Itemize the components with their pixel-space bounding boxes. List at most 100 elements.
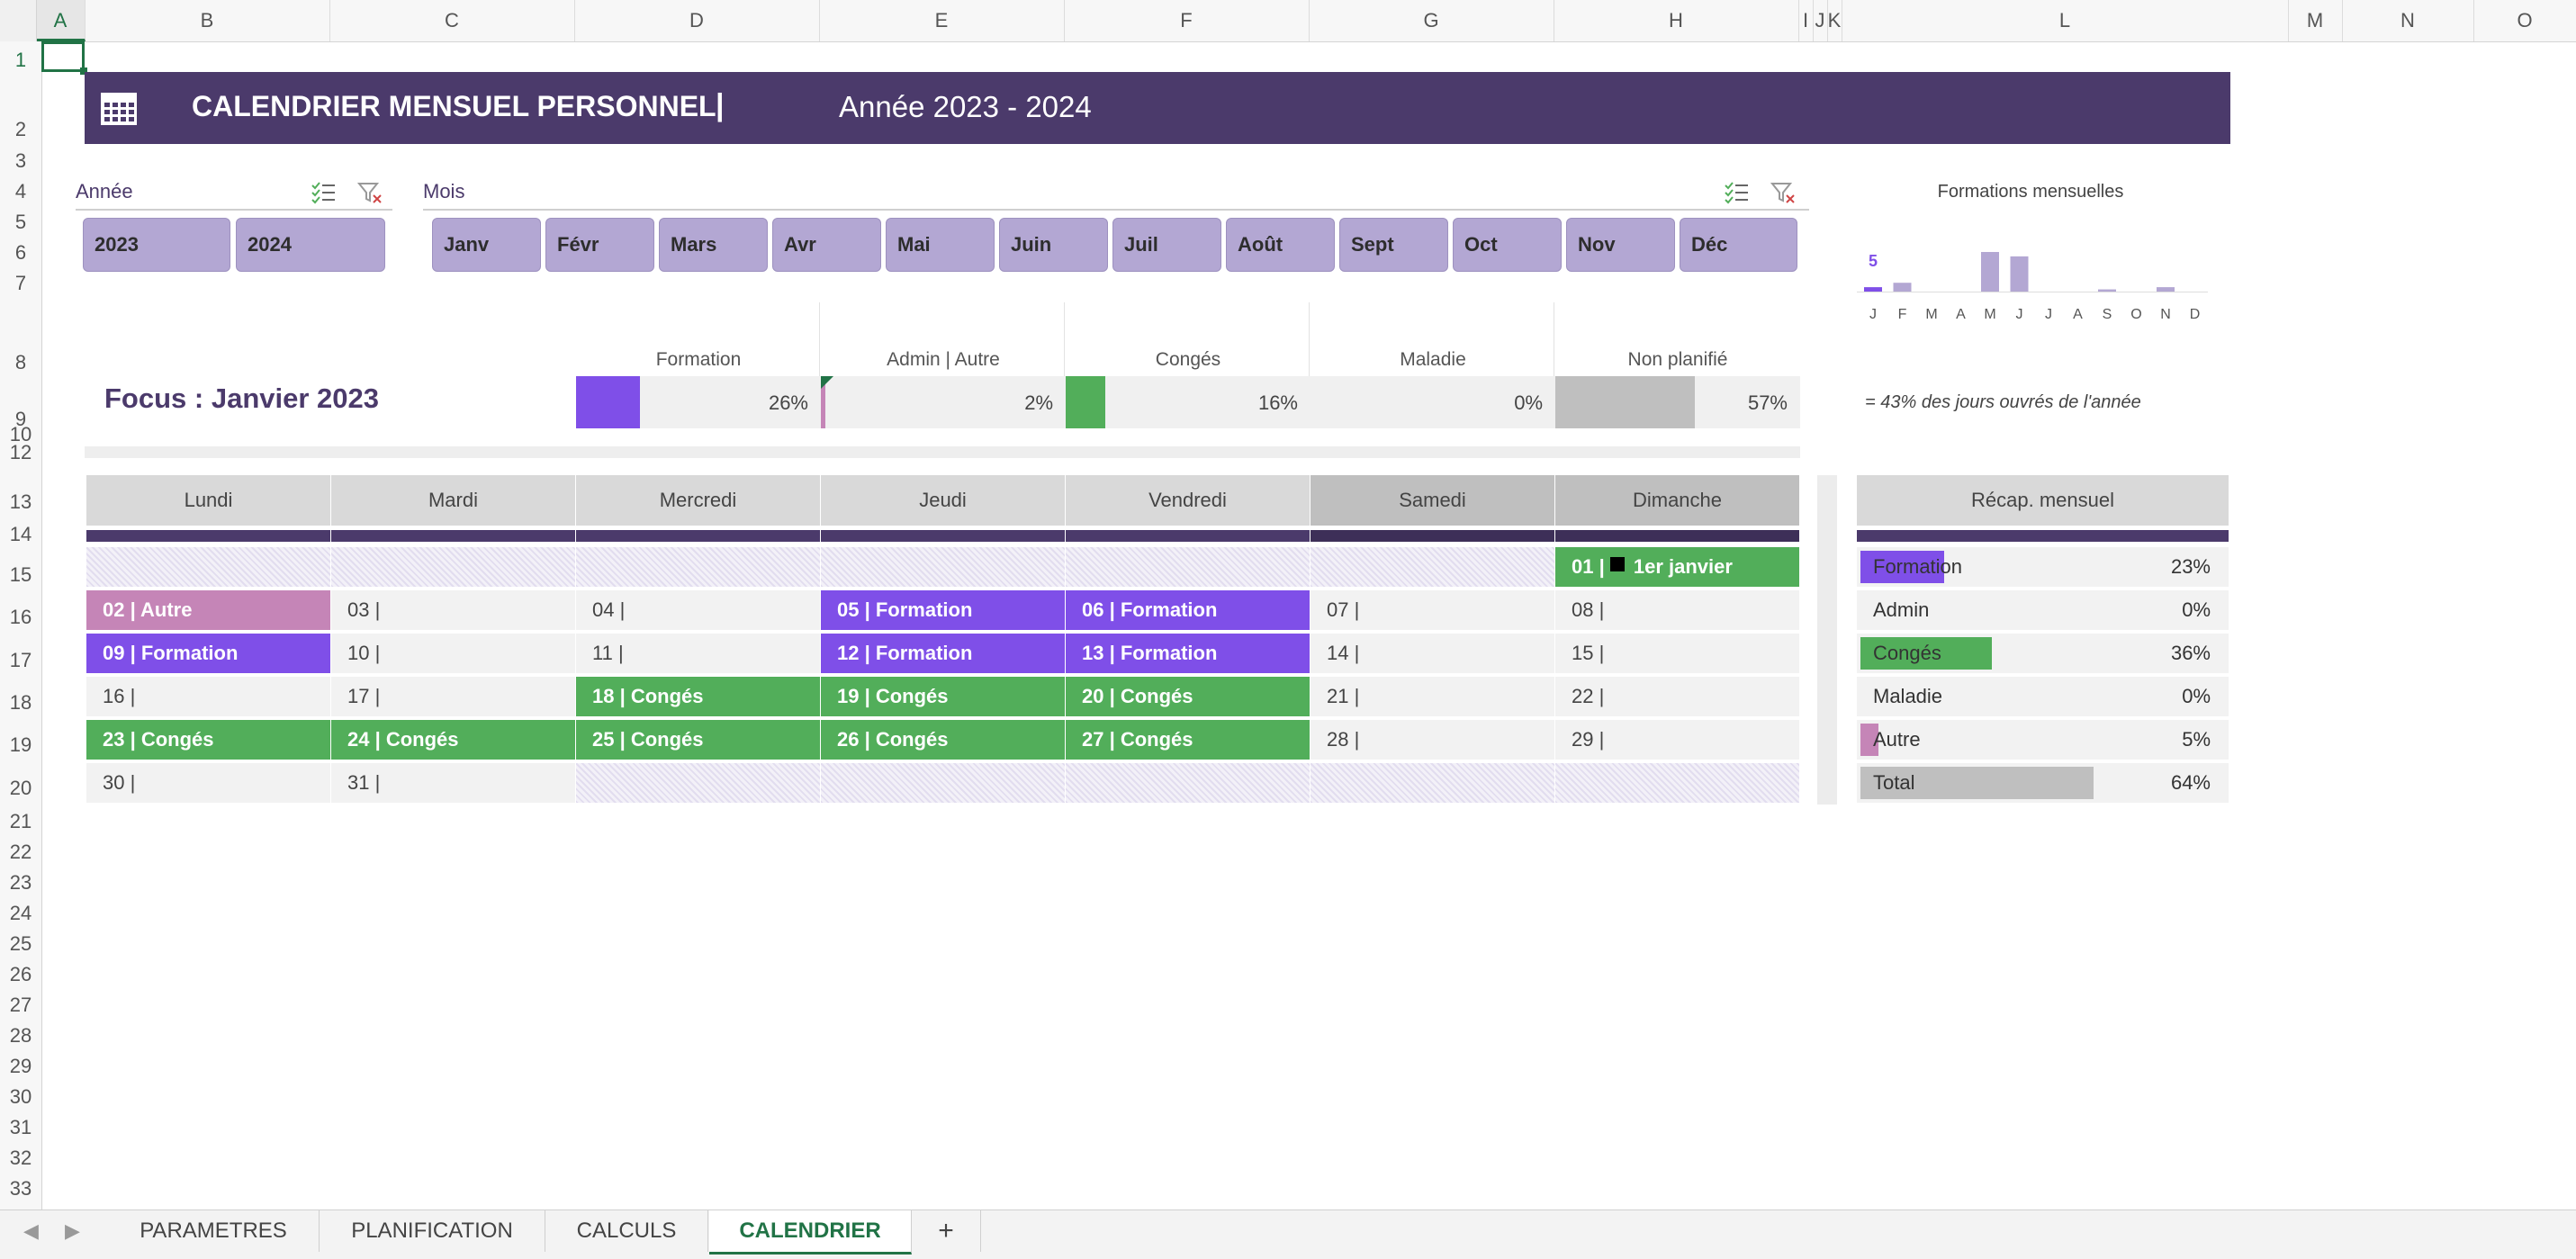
calendar-empty-cell[interactable] <box>1066 763 1310 803</box>
calendar-empty-cell[interactable] <box>576 763 820 803</box>
row-header-1[interactable]: 1 <box>14 49 27 71</box>
year-button-2024[interactable]: 2024 <box>236 218 385 272</box>
row-header-33[interactable]: 33 <box>9 1177 32 1200</box>
tab-planification[interactable]: PLANIFICATION <box>320 1210 545 1252</box>
year-button-2023[interactable]: 2023 <box>83 218 230 272</box>
month-button-janv[interactable]: Janv <box>432 218 541 272</box>
calendar-day-cell[interactable]: 31 | <box>331 763 575 803</box>
calendar-empty-cell[interactable] <box>1311 547 1554 587</box>
calendar-day-cell[interactable]: 20 | Congés <box>1066 677 1310 716</box>
tab-calendrier[interactable]: CALENDRIER <box>709 1210 912 1255</box>
row-header-18[interactable]: 18 <box>9 691 32 714</box>
calendar-day-cell[interactable]: 06 | Formation <box>1066 590 1310 630</box>
column-header-j[interactable]: J <box>1813 0 1828 41</box>
scroll-left-icon[interactable]: ◀ <box>23 1219 39 1242</box>
column-header-b[interactable]: B <box>85 0 330 41</box>
column-header-e[interactable]: E <box>819 0 1065 41</box>
calendar-day-cell[interactable]: 01 | 1er janvier <box>1555 547 1799 587</box>
column-header-m[interactable]: M <box>2288 0 2343 41</box>
column-header-a[interactable]: A <box>36 0 86 41</box>
row-header-17[interactable]: 17 <box>9 649 32 671</box>
column-header-c[interactable]: C <box>329 0 575 41</box>
column-header-n[interactable]: N <box>2342 0 2474 41</box>
row-header-28[interactable]: 28 <box>9 1024 32 1047</box>
calendar-day-cell[interactable]: 16 | <box>86 677 330 716</box>
month-button-oct[interactable]: Oct <box>1453 218 1562 272</box>
calendar-day-cell[interactable]: 21 | <box>1311 677 1554 716</box>
month-button-dec[interactable]: Déc <box>1680 218 1797 272</box>
column-header-f[interactable]: F <box>1064 0 1310 41</box>
calendar-empty-cell[interactable] <box>576 547 820 587</box>
row-header-14[interactable]: 14 <box>9 523 32 545</box>
calendar-day-cell[interactable]: 12 | Formation <box>821 634 1065 673</box>
calendar-empty-cell[interactable] <box>821 763 1065 803</box>
calendar-day-cell[interactable]: 10 | <box>331 634 575 673</box>
calendar-day-cell[interactable]: 29 | <box>1555 720 1799 760</box>
month-button-mai[interactable]: Mai <box>886 218 995 272</box>
calendar-empty-cell[interactable] <box>1311 763 1554 803</box>
row-header-29[interactable]: 29 <box>9 1055 32 1077</box>
row-header-5[interactable]: 5 <box>14 211 27 233</box>
calendar-day-cell[interactable]: 18 | Congés <box>576 677 820 716</box>
calendar-day-cell[interactable]: 22 | <box>1555 677 1799 716</box>
row-header-30[interactable]: 30 <box>9 1085 32 1108</box>
calendar-day-cell[interactable]: 14 | <box>1311 634 1554 673</box>
row-header-2[interactable]: 2 <box>14 118 27 140</box>
row-header-24[interactable]: 24 <box>9 902 32 924</box>
month-button-nov[interactable]: Nov <box>1566 218 1675 272</box>
calendar-day-cell[interactable]: 17 | <box>331 677 575 716</box>
row-header-16[interactable]: 16 <box>9 606 32 628</box>
calendar-day-cell[interactable]: 07 | <box>1311 590 1554 630</box>
calendar-day-cell[interactable]: 24 | Congés <box>331 720 575 760</box>
row-header-23[interactable]: 23 <box>9 871 32 894</box>
row-header-8[interactable]: 8 <box>14 351 27 373</box>
month-button-fevr[interactable]: Févr <box>545 218 654 272</box>
row-header-13[interactable]: 13 <box>9 490 32 513</box>
row-header-10[interactable]: 10 <box>9 423 32 445</box>
calendar-day-cell[interactable]: 30 | <box>86 763 330 803</box>
row-header-7[interactable]: 7 <box>14 272 27 294</box>
calendar-day-cell[interactable]: 27 | Congés <box>1066 720 1310 760</box>
row-header-4[interactable]: 4 <box>14 180 27 202</box>
calendar-day-cell[interactable]: 04 | <box>576 590 820 630</box>
month-button-juin[interactable]: Juin <box>999 218 1108 272</box>
calendar-day-cell[interactable]: 26 | Congés <box>821 720 1065 760</box>
tab-parametres[interactable]: PARAMETRES <box>108 1210 320 1252</box>
month-button-juil[interactable]: Juil <box>1112 218 1221 272</box>
month-button-avr[interactable]: Avr <box>772 218 881 272</box>
row-header-27[interactable]: 27 <box>9 994 32 1016</box>
calendar-day-cell[interactable]: 15 | <box>1555 634 1799 673</box>
multiselect-icon[interactable] <box>310 180 337 205</box>
row-header-19[interactable]: 19 <box>9 733 32 756</box>
row-header-32[interactable]: 32 <box>9 1147 32 1169</box>
calendar-day-cell[interactable]: 23 | Congés <box>86 720 330 760</box>
column-header-l[interactable]: L <box>1842 0 2289 41</box>
scroll-right-icon[interactable]: ▶ <box>65 1219 80 1242</box>
calendar-day-cell[interactable]: 05 | Formation <box>821 590 1065 630</box>
calendar-day-cell[interactable]: 28 | <box>1311 720 1554 760</box>
select-all-corner[interactable] <box>0 0 37 41</box>
calendar-day-cell[interactable]: 19 | Congés <box>821 677 1065 716</box>
column-header-i[interactable]: I <box>1798 0 1814 41</box>
month-button-mars[interactable]: Mars <box>659 218 768 272</box>
row-header-22[interactable]: 22 <box>9 841 32 863</box>
calendar-day-cell[interactable]: 02 | Autre <box>86 590 330 630</box>
column-header-o[interactable]: O <box>2473 0 2576 41</box>
column-header-d[interactable]: D <box>574 0 820 41</box>
month-button-aout[interactable]: Août <box>1226 218 1335 272</box>
row-header-26[interactable]: 26 <box>9 963 32 985</box>
clear-filter-icon[interactable] <box>1770 180 1797 205</box>
calendar-day-cell[interactable]: 08 | <box>1555 590 1799 630</box>
column-header-g[interactable]: G <box>1309 0 1554 41</box>
calendar-day-cell[interactable]: 09 | Formation <box>86 634 330 673</box>
calendar-day-cell[interactable]: 03 | <box>331 590 575 630</box>
calendar-day-cell[interactable]: 11 | <box>576 634 820 673</box>
row-header-21[interactable]: 21 <box>9 810 32 832</box>
row-header-25[interactable]: 25 <box>9 932 32 955</box>
comment-marker-icon[interactable] <box>821 376 833 389</box>
calendar-empty-cell[interactable] <box>821 547 1065 587</box>
month-button-sept[interactable]: Sept <box>1339 218 1448 272</box>
calendar-empty-cell[interactable] <box>1066 547 1310 587</box>
row-header-12[interactable]: 12 <box>9 441 32 463</box>
multiselect-icon[interactable] <box>1723 180 1750 205</box>
